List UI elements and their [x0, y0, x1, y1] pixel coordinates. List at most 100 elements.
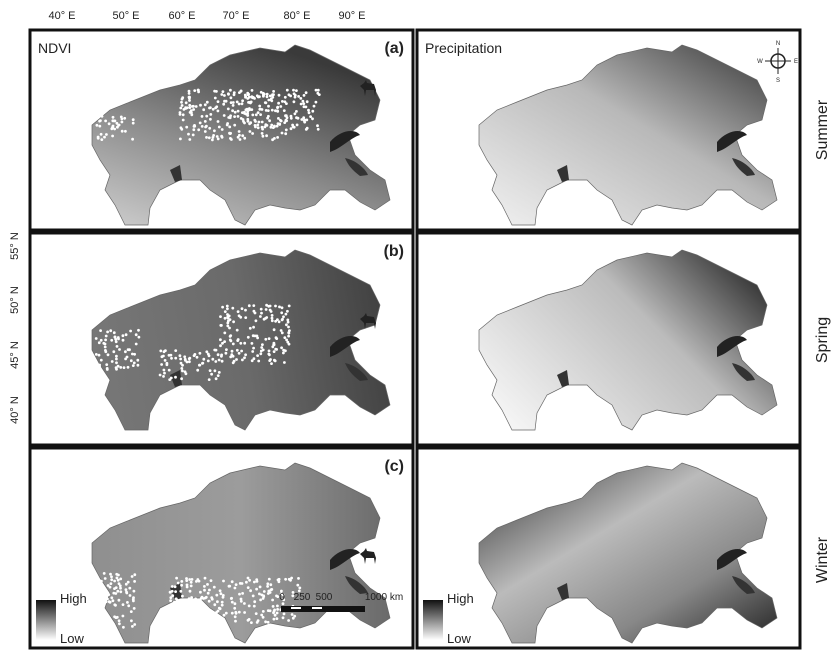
occurrence-dot	[240, 598, 243, 601]
occurrence-dot	[278, 306, 281, 309]
occurrence-dot	[188, 360, 191, 363]
occurrence-dot	[107, 353, 110, 356]
occurrence-dot	[191, 105, 194, 108]
occurrence-dot	[163, 350, 166, 353]
occurrence-dot	[205, 115, 208, 118]
occurrence-dot	[257, 360, 260, 363]
occurrence-dot	[226, 325, 229, 328]
occurrence-dot	[170, 357, 173, 360]
occurrence-dot	[100, 339, 103, 342]
occurrence-dot	[280, 311, 283, 314]
occurrence-dot	[260, 312, 263, 315]
occurrence-dot	[234, 620, 237, 623]
occurrence-dot	[102, 342, 105, 345]
occurrence-dot	[232, 104, 235, 107]
occurrence-dot	[259, 352, 262, 355]
occurrence-dot	[249, 121, 252, 124]
occurrence-dot	[230, 597, 233, 600]
occurrence-dot	[223, 94, 226, 97]
panel-label: (b)	[384, 243, 404, 260]
occurrence-dot	[200, 606, 203, 609]
column-title: NDVI	[38, 40, 71, 56]
occurrence-dot	[276, 617, 279, 620]
occurrence-dot	[283, 336, 286, 339]
occurrence-dot	[110, 575, 113, 578]
occurrence-dot	[272, 605, 275, 608]
occurrence-dot	[221, 360, 224, 363]
occurrence-dot	[222, 103, 225, 106]
scale-label: 500	[316, 592, 333, 603]
season-label: Winter	[814, 536, 831, 583]
map	[92, 463, 390, 643]
occurrence-dot	[107, 593, 110, 596]
occurrence-dot	[286, 310, 289, 313]
occurrence-dot	[230, 96, 233, 99]
occurrence-dot	[226, 322, 229, 325]
occurrence-dot	[238, 593, 241, 596]
occurrence-dot	[268, 350, 271, 353]
occurrence-dot	[118, 599, 121, 602]
occurrence-dot	[219, 338, 222, 341]
occurrence-dot	[247, 577, 250, 580]
occurrence-dot	[284, 578, 287, 581]
occurrence-dot	[130, 610, 133, 613]
lon-label: 50° E	[112, 10, 139, 22]
occurrence-dot	[104, 120, 107, 123]
legend-low: Low	[447, 631, 471, 646]
occurrence-dot	[286, 319, 289, 322]
occurrence-dot	[192, 612, 195, 615]
occurrence-dot	[264, 317, 267, 320]
occurrence-dot	[113, 587, 116, 590]
occurrence-dot	[168, 378, 171, 381]
occurrence-dot	[121, 130, 124, 133]
occurrence-dot	[131, 138, 134, 141]
occurrence-dot	[275, 336, 278, 339]
occurrence-dot	[239, 342, 242, 345]
occurrence-dot	[192, 128, 195, 131]
occurrence-dot	[98, 341, 101, 344]
occurrence-dot	[257, 126, 260, 129]
occurrence-dot	[288, 332, 291, 335]
occurrence-dot	[115, 368, 118, 371]
occurrence-dot	[128, 587, 131, 590]
occurrence-dot	[244, 94, 247, 97]
occurrence-dot	[186, 361, 189, 364]
occurrence-dot	[191, 578, 194, 581]
occurrence-dot	[217, 100, 220, 103]
occurrence-dot	[208, 127, 211, 130]
lat-label: 55° N	[9, 232, 21, 260]
occurrence-dot	[199, 104, 202, 107]
occurrence-dot	[185, 579, 188, 582]
occurrence-dot	[96, 124, 99, 127]
occurrence-dot	[245, 581, 248, 584]
occurrence-dot	[315, 101, 318, 104]
occurrence-dot	[274, 348, 277, 351]
occurrence-dot	[105, 133, 108, 136]
occurrence-dot	[241, 111, 244, 114]
occurrence-dot	[253, 600, 256, 603]
occurrence-dot	[253, 357, 256, 360]
lat-label: 40° N	[9, 396, 21, 424]
occurrence-dot	[199, 617, 202, 620]
occurrence-dot	[272, 93, 275, 96]
occurrence-dot	[209, 118, 212, 121]
occurrence-dot	[159, 350, 162, 353]
column-title: Precipitation	[425, 40, 502, 56]
occurrence-dot	[260, 308, 263, 311]
occurrence-dot	[240, 350, 243, 353]
occurrence-dot	[311, 110, 314, 113]
occurrence-dot	[258, 105, 261, 108]
occurrence-dot	[290, 117, 293, 120]
occurrence-dot	[259, 599, 262, 602]
occurrence-dot	[220, 93, 223, 96]
occurrence-dot	[122, 603, 125, 606]
occurrence-dot	[119, 587, 122, 590]
occurrence-dot	[127, 581, 130, 584]
panel-label: (a)	[384, 40, 404, 57]
occurrence-dot	[265, 308, 268, 311]
occurrence-dot	[223, 332, 226, 335]
occurrence-dot	[276, 612, 279, 615]
occurrence-dot	[231, 601, 234, 604]
occurrence-dot	[231, 350, 234, 353]
occurrence-dot	[104, 349, 107, 352]
